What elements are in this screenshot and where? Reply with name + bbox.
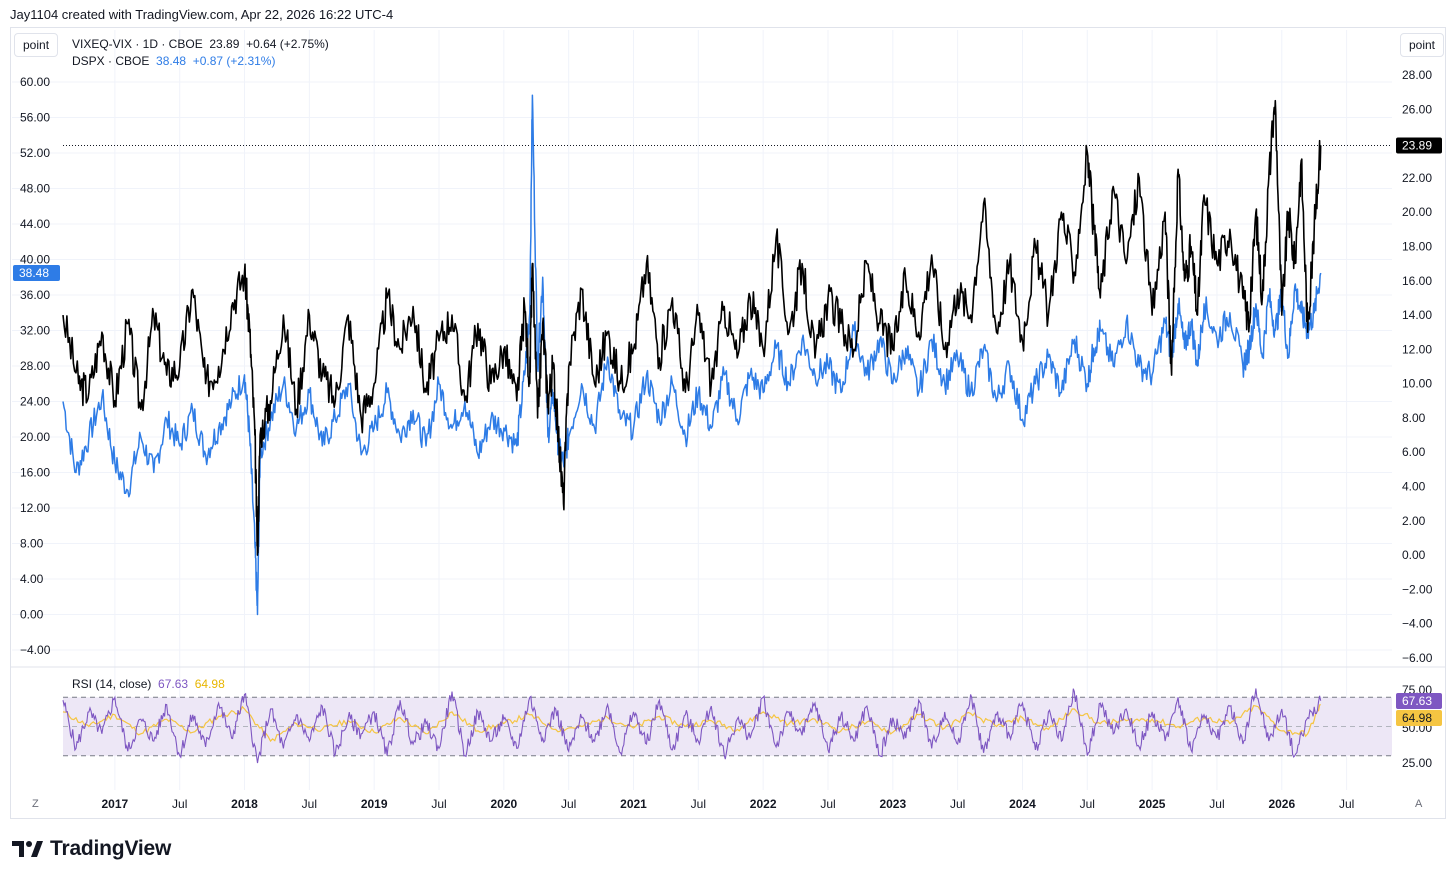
right-axis-unit-button[interactable]: point bbox=[1399, 33, 1444, 57]
x-axis-tick-label: 2025 bbox=[1139, 797, 1166, 811]
right-axis-last-value-badge bbox=[1396, 137, 1442, 154]
x-axis-tick-label: Jul bbox=[1339, 797, 1354, 811]
series-line-dspx bbox=[62, 94, 1322, 616]
x-axis-tick-label: 2017 bbox=[102, 797, 129, 811]
x-axis-tick-label: Jul bbox=[431, 797, 446, 811]
x-axis-tick-label: Jul bbox=[1080, 797, 1095, 811]
x-axis-tick-label: 2022 bbox=[750, 797, 777, 811]
left-axis-tick-label: 12.00 bbox=[20, 501, 50, 515]
right-axis-tick-label: 16.00 bbox=[1402, 274, 1432, 288]
right-axis-tick-label: 18.00 bbox=[1402, 239, 1432, 253]
left-axis-last-value-label: 38.48 bbox=[19, 266, 49, 280]
rsi-last-value-badge bbox=[1396, 693, 1442, 709]
rsi-last-value-label: 67.63 bbox=[1402, 694, 1432, 708]
auto-scale-right-button[interactable]: A bbox=[1415, 798, 1423, 810]
left-axis-tick-label: 56.00 bbox=[20, 111, 50, 125]
right-axis-last-value-label: 23.89 bbox=[1402, 138, 1432, 152]
right-axis-tick-label: 0.00 bbox=[1402, 548, 1426, 562]
x-axis-tick-label: 2019 bbox=[361, 797, 388, 811]
legend-rsi-name: RSI (14, close) bbox=[72, 677, 152, 691]
rsi-ma-last-value-label: 64.98 bbox=[1402, 711, 1432, 725]
right-axis-tick-label: −2.00 bbox=[1402, 582, 1433, 596]
left-axis-tick-label: 4.00 bbox=[20, 572, 44, 586]
x-axis-tick-label: 2020 bbox=[490, 797, 517, 811]
left-axis-tick-label: 52.00 bbox=[20, 146, 50, 160]
legend-rsi-value: 67.63 bbox=[158, 677, 189, 691]
rsi-ma-line bbox=[62, 704, 1321, 743]
x-axis-tick-label: 2021 bbox=[620, 797, 647, 811]
right-axis-tick-label: 22.00 bbox=[1402, 171, 1432, 185]
legend-series-vixeq-name: VIXEQ-VIX · 1D · CBOE bbox=[72, 37, 203, 51]
right-axis-tick-label: 14.00 bbox=[1402, 308, 1432, 322]
left-axis-tick-label: 16.00 bbox=[20, 466, 50, 480]
left-axis-tick-label: 48.00 bbox=[20, 182, 50, 196]
x-axis-tick-label: Jul bbox=[820, 797, 835, 811]
legend-series-dspx-value: 38.48 bbox=[156, 54, 187, 68]
right-axis-tick-label: 12.00 bbox=[1402, 342, 1432, 356]
right-axis-tick-label: 8.00 bbox=[1402, 411, 1426, 425]
x-axis-tick-label: 2024 bbox=[1009, 797, 1036, 811]
legend-rsi[interactable]: RSI (14, close) 67.63 64.98 bbox=[72, 677, 225, 691]
rsi-axis-tick-label: 25.00 bbox=[1402, 756, 1432, 770]
right-axis-tick-label: 28.00 bbox=[1402, 68, 1432, 82]
right-axis-tick-label: 4.00 bbox=[1402, 480, 1426, 494]
rsi-ma-last-value-badge bbox=[1396, 710, 1442, 726]
chart-attribution: Jay1104 created with TradingView.com, Ap… bbox=[10, 7, 394, 22]
brand-name: TradingView bbox=[50, 837, 172, 860]
legend-series-vixeq-value: 23.89 bbox=[209, 37, 240, 51]
x-axis-tick-label: Jul bbox=[561, 797, 576, 811]
right-axis-tick-label: 20.00 bbox=[1402, 205, 1432, 219]
right-axis-tick-label: −4.00 bbox=[1402, 617, 1433, 631]
left-axis-tick-label: 40.00 bbox=[20, 253, 50, 267]
legend-series-vixeq-change: +0.64 (+2.75%) bbox=[246, 37, 329, 51]
left-axis-tick-label: 36.00 bbox=[20, 288, 50, 302]
legend-series-vixeq[interactable]: VIXEQ-VIX · 1D · CBOE 23.89 +0.64 (+2.75… bbox=[72, 37, 329, 51]
legend-series-dspx-change: +0.87 (+2.31%) bbox=[192, 54, 276, 68]
tradingview-brand: TradingView bbox=[12, 836, 171, 862]
auto-scale-left-button[interactable]: Z bbox=[32, 798, 39, 810]
x-axis-tick-label: Jul bbox=[1209, 797, 1224, 811]
left-axis-tick-label: 44.00 bbox=[20, 217, 50, 231]
right-axis-tick-label: 10.00 bbox=[1402, 377, 1432, 391]
x-axis-tick-label: Jul bbox=[172, 797, 187, 811]
left-axis-tick-label: −4.00 bbox=[20, 643, 51, 657]
left-axis-unit-button[interactable]: point bbox=[14, 33, 59, 57]
left-axis-tick-label: 32.00 bbox=[20, 324, 50, 338]
right-axis-tick-label: 26.00 bbox=[1402, 102, 1432, 116]
tradingview-logo-icon bbox=[12, 841, 43, 857]
left-axis-tick-label: 28.00 bbox=[20, 359, 50, 373]
right-axis-tick-label: −6.00 bbox=[1402, 651, 1433, 665]
x-axis-tick-label: Jul bbox=[691, 797, 706, 811]
rsi-line bbox=[62, 688, 1322, 764]
x-axis-tick-label: 2023 bbox=[879, 797, 906, 811]
x-axis-tick-label: Jul bbox=[302, 797, 317, 811]
left-axis-last-value-badge bbox=[13, 264, 60, 281]
chart-frame bbox=[10, 27, 1446, 819]
right-axis-tick-label: 2.00 bbox=[1402, 514, 1426, 528]
x-axis-tick-label: Jul bbox=[950, 797, 965, 811]
x-axis-tick-label: 2026 bbox=[1268, 797, 1295, 811]
left-axis-tick-label: 0.00 bbox=[20, 608, 44, 622]
right-axis-tick-label: 6.00 bbox=[1402, 445, 1426, 459]
series-line-vixeq bbox=[62, 99, 1322, 556]
legend-series-dspx[interactable]: DSPX · CBOE 38.48 +0.87 (+2.31%) bbox=[72, 54, 275, 68]
left-axis-tick-label: 24.00 bbox=[20, 395, 50, 409]
left-axis-tick-label: 60.00 bbox=[20, 75, 50, 89]
legend-rsi-ma-value: 64.98 bbox=[194, 677, 225, 691]
left-axis-tick-label: 20.00 bbox=[20, 430, 50, 444]
left-axis-tick-label: 8.00 bbox=[20, 537, 44, 551]
x-axis-tick-label: 2018 bbox=[231, 797, 258, 811]
legend-series-dspx-name: DSPX · CBOE bbox=[72, 54, 150, 68]
